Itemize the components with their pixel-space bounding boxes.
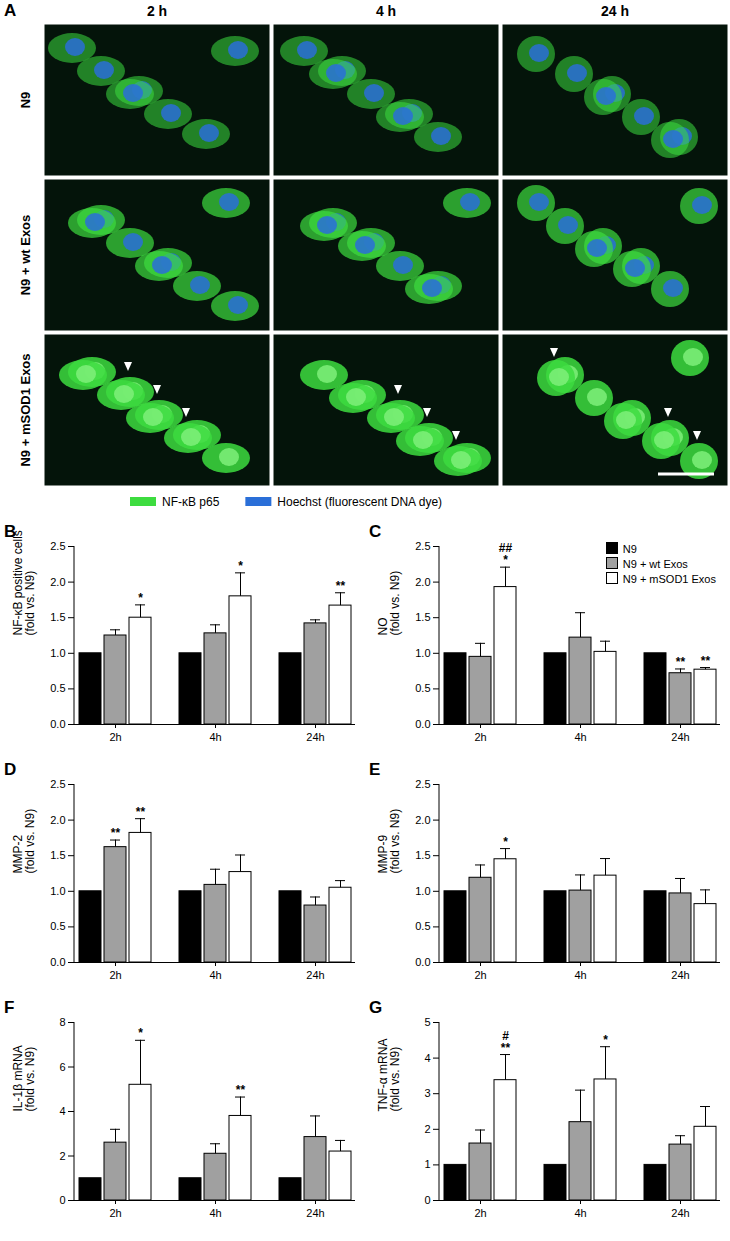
svg-text:1.5: 1.5 — [415, 611, 430, 623]
svg-text:Hoechst (fluorescent DNA dye): Hoechst (fluorescent DNA dye) — [277, 495, 442, 509]
svg-text:2.5: 2.5 — [415, 540, 430, 552]
svg-text:2.5: 2.5 — [415, 778, 430, 790]
svg-text:2.0: 2.0 — [415, 576, 430, 588]
svg-text:2h: 2h — [109, 1207, 121, 1219]
svg-text:1.0: 1.0 — [415, 885, 430, 897]
svg-text:2.0: 2.0 — [50, 814, 65, 826]
svg-text:2.5: 2.5 — [50, 778, 65, 790]
svg-text:**: ** — [701, 654, 711, 668]
svg-text:2.0: 2.0 — [50, 576, 65, 588]
svg-text:4h: 4h — [574, 731, 586, 743]
svg-text:24h: 24h — [306, 969, 324, 981]
svg-text:*: * — [603, 1033, 608, 1047]
svg-text:*: * — [503, 835, 508, 849]
svg-text:**: ** — [111, 826, 121, 840]
svg-text:N9 + wt Exos: N9 + wt Exos — [18, 215, 33, 296]
svg-text:NF-κB p65: NF-κB p65 — [162, 495, 220, 509]
svg-text:N9 + mSOD1 Exos: N9 + mSOD1 Exos — [18, 353, 33, 466]
svg-text:1.0: 1.0 — [415, 647, 430, 659]
html-text:N9: N9 — [622, 543, 637, 555]
html-text:F: F — [4, 998, 15, 1017]
svg-text:0.5: 0.5 — [415, 682, 430, 694]
svg-text:**: ** — [676, 655, 686, 669]
svg-text:0.0: 0.0 — [50, 718, 65, 730]
svg-text:0.0: 0.0 — [415, 718, 430, 730]
svg-text:2: 2 — [59, 1150, 65, 1162]
svg-text:8: 8 — [59, 1016, 65, 1028]
svg-text:2h: 2h — [109, 731, 121, 743]
svg-text:1.5: 1.5 — [50, 849, 65, 861]
svg-text:1.5: 1.5 — [50, 611, 65, 623]
svg-text:2.5: 2.5 — [50, 540, 65, 552]
html-text:C: C — [369, 522, 382, 541]
svg-text:24 h: 24 h — [601, 3, 629, 19]
svg-text:*: * — [138, 591, 143, 605]
svg-text:2h: 2h — [474, 731, 486, 743]
svg-text:TNF-α mRNA(fold vs. N9): TNF-α mRNA(fold vs. N9) — [376, 1039, 402, 1112]
svg-text:4h: 4h — [574, 969, 586, 981]
svg-text:1.0: 1.0 — [50, 647, 65, 659]
html-text:D: D — [4, 760, 17, 779]
svg-text:**: ** — [336, 579, 346, 593]
svg-text:A: A — [4, 1, 16, 20]
svg-text:24h: 24h — [306, 1207, 324, 1219]
svg-text:1.0: 1.0 — [50, 885, 65, 897]
svg-text:0.5: 0.5 — [415, 920, 430, 932]
svg-text:2: 2 — [424, 1123, 430, 1135]
svg-text:**: ** — [136, 805, 146, 819]
svg-text:6: 6 — [59, 1061, 65, 1073]
svg-text:4h: 4h — [209, 969, 221, 981]
svg-text:##*: ##* — [499, 541, 513, 567]
svg-text:2 h: 2 h — [147, 3, 167, 19]
svg-text:24h: 24h — [671, 969, 689, 981]
svg-text:4 h: 4 h — [376, 3, 396, 19]
svg-text:24h: 24h — [306, 731, 324, 743]
svg-text:MMP-9(fold vs. N9): MMP-9(fold vs. N9) — [376, 809, 402, 874]
svg-text:*: * — [138, 1026, 143, 1040]
svg-text:24h: 24h — [671, 731, 689, 743]
svg-text:N9: N9 — [18, 92, 33, 109]
svg-text:2h: 2h — [474, 969, 486, 981]
svg-text:IL-1β mRNA(fold vs. N9): IL-1β mRNA(fold vs. N9) — [11, 1045, 37, 1111]
svg-text:1.5: 1.5 — [415, 849, 430, 861]
html-text:E: E — [369, 760, 381, 779]
svg-text:4: 4 — [59, 1105, 65, 1117]
svg-text:0.0: 0.0 — [415, 956, 430, 968]
svg-text:NO(fold vs. N9): NO(fold vs. N9) — [376, 571, 402, 636]
svg-text:0: 0 — [59, 1194, 65, 1206]
svg-text:1: 1 — [424, 1158, 430, 1170]
svg-text:4h: 4h — [209, 1207, 221, 1219]
svg-text:NF-κB positive cells(fold vs.: NF-κB positive cells(fold vs. N9) — [11, 530, 37, 635]
svg-text:#**: #** — [501, 1029, 511, 1055]
svg-text:0.5: 0.5 — [50, 682, 65, 694]
svg-text:*: * — [238, 559, 243, 573]
svg-text:3: 3 — [424, 1087, 430, 1099]
svg-text:4h: 4h — [574, 1207, 586, 1219]
svg-text:0.5: 0.5 — [50, 920, 65, 932]
html-text:B: B — [4, 522, 17, 541]
svg-text:2.0: 2.0 — [415, 814, 430, 826]
svg-text:2h: 2h — [109, 969, 121, 981]
svg-text:0: 0 — [424, 1194, 430, 1206]
svg-text:4: 4 — [424, 1052, 430, 1064]
html-text:N9 + wt Exos: N9 + wt Exos — [622, 558, 688, 570]
svg-text:5: 5 — [424, 1016, 430, 1028]
svg-text:MMP-2(fold vs. N9): MMP-2(fold vs. N9) — [11, 809, 37, 874]
svg-text:**: ** — [236, 1083, 246, 1097]
svg-text:24h: 24h — [671, 1207, 689, 1219]
svg-text:4h: 4h — [209, 731, 221, 743]
svg-text:2h: 2h — [474, 1207, 486, 1219]
html-text:N9 + mSOD1 Exos: N9 + mSOD1 Exos — [622, 573, 716, 585]
html-text:G: G — [369, 998, 383, 1017]
svg-text:0.0: 0.0 — [50, 956, 65, 968]
